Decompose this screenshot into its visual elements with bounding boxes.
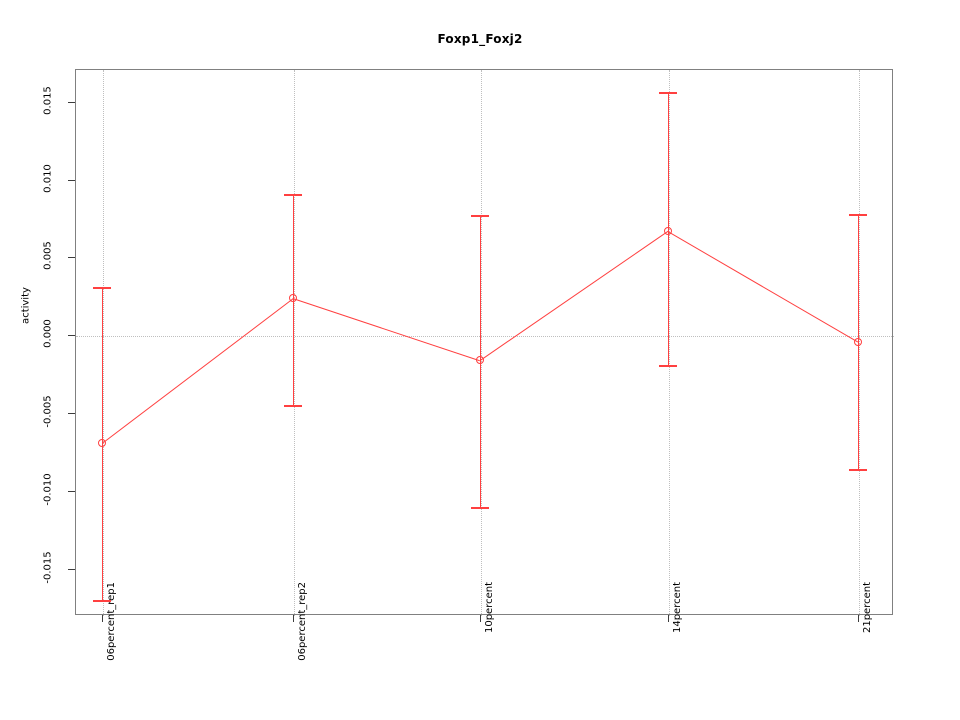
gridline-vertical-1	[294, 70, 295, 616]
y-tick-label-6: -0.015	[42, 551, 54, 584]
gridline-vertical-2	[481, 70, 482, 616]
gridline-horizontal-zero	[76, 336, 894, 338]
x-tick-mark-4	[858, 615, 859, 622]
y-tick-mark-6	[68, 568, 75, 570]
x-tick-mark-2	[480, 615, 481, 622]
chart-title: Foxp1_Foxj2	[437, 32, 523, 46]
plot-panel	[75, 69, 894, 616]
y-tick-label-5: -0.010	[42, 473, 54, 506]
y-tick-mark-3	[68, 335, 75, 337]
y-tick-mark-2	[68, 257, 75, 259]
gridline-vertical-4	[859, 70, 860, 616]
x-tick-mark-3	[668, 615, 669, 622]
y-tick-mark-5	[68, 491, 75, 493]
y-tick-mark-4	[68, 413, 75, 415]
y-tick-label-1: 0.010	[42, 163, 54, 193]
x-tick-mark-0	[102, 615, 103, 622]
y-tick-label-4: -0.005	[42, 395, 54, 428]
gridline-vertical-3	[669, 70, 670, 616]
y-tick-mark-0	[68, 101, 75, 103]
x-tick-mark-1	[293, 615, 294, 622]
gridline-vertical-0	[103, 70, 104, 616]
y-axis-label: activity	[20, 287, 32, 324]
y-tick-label-3: 0.000	[42, 319, 54, 349]
y-tick-label-2: 0.005	[42, 241, 54, 271]
y-tick-label-0: 0.015	[42, 85, 54, 115]
y-tick-mark-1	[68, 179, 75, 181]
